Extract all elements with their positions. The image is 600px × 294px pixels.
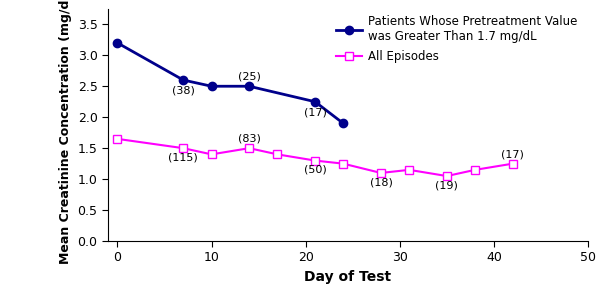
Text: (25): (25) <box>238 72 260 82</box>
Text: (83): (83) <box>238 134 260 144</box>
Y-axis label: Mean Creatinine Concentration (mg/dL): Mean Creatinine Concentration (mg/dL) <box>59 0 72 264</box>
Text: (115): (115) <box>169 153 198 163</box>
Text: (17): (17) <box>304 107 326 117</box>
Legend: Patients Whose Pretreatment Value
was Greater Than 1.7 mg/dL, All Episodes: Patients Whose Pretreatment Value was Gr… <box>331 10 582 68</box>
Text: (17): (17) <box>501 149 524 159</box>
Text: (50): (50) <box>304 165 326 175</box>
Text: (38): (38) <box>172 86 195 96</box>
Text: (18): (18) <box>370 177 392 187</box>
Text: (19): (19) <box>436 180 458 190</box>
X-axis label: Day of Test: Day of Test <box>304 270 392 284</box>
